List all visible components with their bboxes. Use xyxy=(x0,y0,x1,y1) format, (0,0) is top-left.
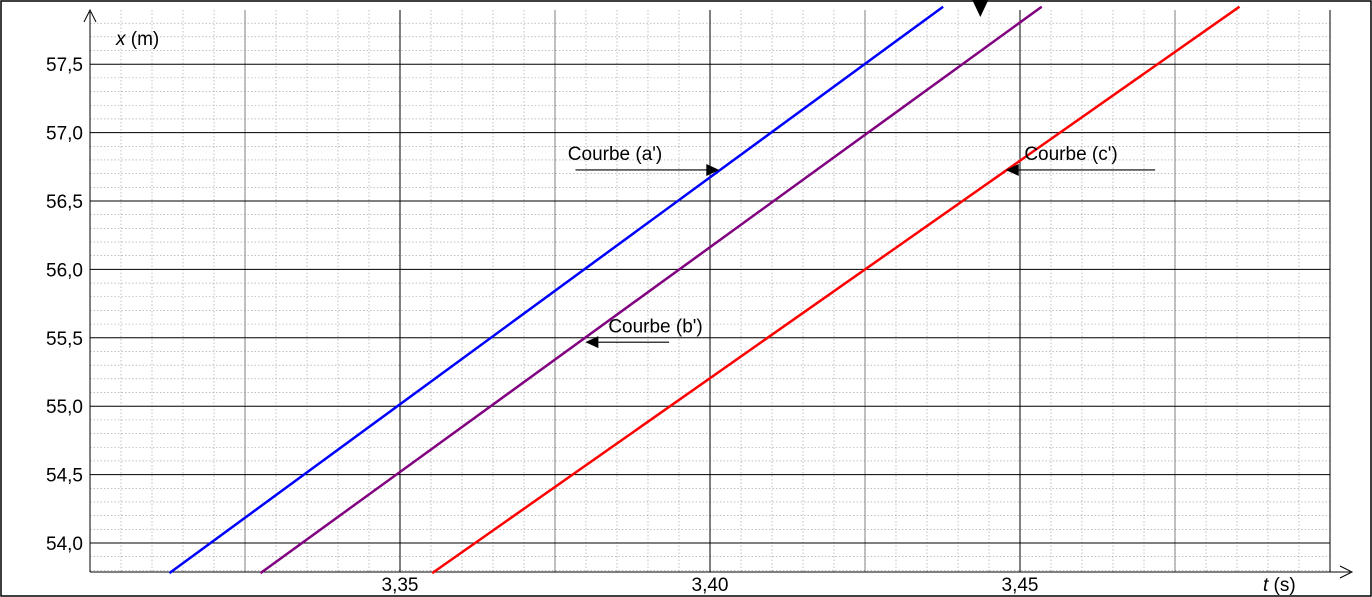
y-tick-label: 57,5 xyxy=(46,55,83,76)
y-axis-arrow xyxy=(83,8,97,23)
annotation-label: Courbe (c') xyxy=(1024,144,1117,165)
annotations: Courbe (a') Courbe (b') Courbe (c') xyxy=(568,144,1156,349)
x-tick-labels: 3,35 3,40 3,45 xyxy=(382,575,1039,596)
x-tick-label: 3,40 xyxy=(692,575,729,596)
y-axis-unit: (m) xyxy=(126,29,160,50)
x-tick-label: 3,45 xyxy=(1002,575,1039,596)
y-tick-labels: 54,0 54,5 55,0 55,5 56,0 56,5 57,0 57,5 xyxy=(46,55,83,555)
annotation-label: Courbe (a') xyxy=(568,144,662,165)
x-axis-unit: (s) xyxy=(1268,575,1295,596)
marker xyxy=(972,0,989,17)
annotation-arrowhead xyxy=(585,336,599,349)
series-line-c xyxy=(431,5,1241,575)
y-axis-title: x (m) xyxy=(115,29,159,50)
down-triangle-marker xyxy=(972,0,989,17)
y-tick-label: 57,0 xyxy=(46,124,83,145)
y-tick-label: 55,0 xyxy=(46,397,83,418)
series-line-b xyxy=(259,5,1043,575)
annotation-arrowhead xyxy=(706,163,720,176)
y-tick-label: 56,0 xyxy=(46,260,83,281)
x-axis-var: t xyxy=(1263,575,1269,596)
y-tick-label: 55,5 xyxy=(46,329,83,350)
x-axis-arrow xyxy=(1339,565,1354,579)
x-tick-label: 3,35 xyxy=(382,575,419,596)
y-tick-label: 54,5 xyxy=(46,466,83,487)
y-axis-var: x xyxy=(115,29,127,50)
annotation-label: Courbe (b') xyxy=(608,316,702,337)
y-tick-label: 54,0 xyxy=(46,534,83,555)
x-axis-title: t (s) xyxy=(1263,575,1296,596)
series-line-a xyxy=(168,5,944,575)
annotation-arrowhead xyxy=(1005,163,1019,176)
data-series xyxy=(168,5,1241,575)
y-tick-label: 56,5 xyxy=(46,192,83,213)
major-grid xyxy=(90,10,1331,572)
